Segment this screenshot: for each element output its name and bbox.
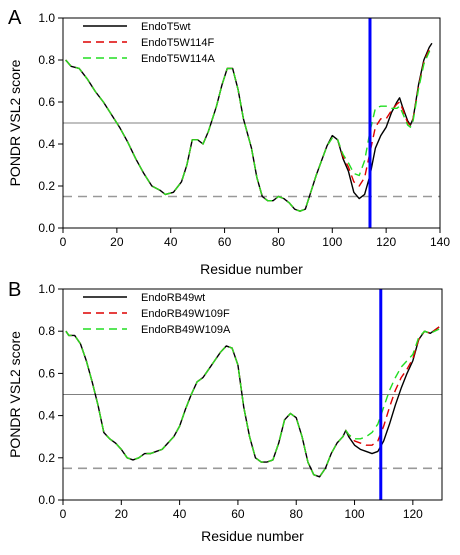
x-tick-label: 0: [60, 507, 67, 521]
x-tick-label: 60: [218, 235, 232, 249]
series-line-EndoT5W114A: [65, 50, 432, 212]
legend-label: EndoT5wt: [141, 21, 191, 33]
x-tick-label: 0: [60, 235, 67, 249]
series-line-EndoRB49W109F: [65, 326, 440, 478]
x-tick-label: 80: [272, 235, 286, 249]
y-tick-label: 0.0: [38, 221, 55, 235]
legend: EndoT5wt EndoT5W114F EndoT5W114A: [83, 21, 215, 65]
y-tick-label: 0.4: [38, 409, 55, 423]
legend-label: EndoRB49W109A: [141, 324, 231, 336]
panel-label: A: [8, 7, 22, 29]
legend-label: EndoRB49W109F: [141, 308, 230, 320]
legend-label: EndoT5W114F: [141, 37, 214, 49]
legend-label: EndoT5W114A: [141, 53, 215, 65]
x-tick-label: 60: [231, 507, 245, 521]
x-tick-label: 40: [164, 235, 178, 249]
plot-frame: [62, 288, 443, 501]
series-line-EndoRB49W109A: [65, 328, 440, 478]
x-tick-label: 80: [290, 507, 304, 521]
legend-label: EndoRB49wt: [141, 292, 205, 304]
y-tick-label: 0.8: [38, 53, 55, 67]
panel-label: B: [8, 279, 21, 301]
x-axis-title: Residue number: [200, 261, 303, 277]
y-axis-title: PONDR VSL2 score: [7, 331, 23, 458]
y-tick-label: 1.0: [38, 282, 55, 296]
x-tick-label: 20: [115, 507, 129, 521]
x-tick-label: 120: [403, 507, 423, 521]
panel-a: A 0 20 40 60 80 100 120 140 0.0 0.2 0.4 0.6 0.8 1.0 Res…: [7, 7, 450, 277]
y-tick-label: 1.0: [38, 11, 55, 25]
x-tick-label: 40: [173, 507, 187, 521]
y-axis-title: PONDR VSL2 score: [7, 59, 23, 186]
y-tick-label: 0.2: [38, 179, 55, 193]
y-tick-label: 0.6: [38, 366, 55, 380]
x-tick-label: 100: [322, 235, 342, 249]
y-tick-label: 0.6: [38, 95, 55, 109]
series-line-EndoT5wt: [65, 42, 433, 212]
x-tick-label: 20: [110, 235, 124, 249]
series-line-EndoRB49wt: [65, 326, 440, 478]
y-tick-label: 0.0: [38, 493, 55, 507]
y-tick-label: 0.2: [38, 451, 55, 465]
x-axis-title: Residue number: [201, 528, 304, 544]
plot-frame: [62, 17, 441, 229]
x-tick-label: 140: [430, 235, 450, 249]
legend: EndoRB49wt EndoRB49W109F EndoRB49W109A: [83, 292, 231, 336]
panel-b: B 0 20 40 60 80 100 120 0.0 0.2 0.4 0.6 0.8 1.0 Residu…: [7, 279, 443, 544]
y-tick-label: 0.8: [38, 324, 55, 338]
y-tick-label: 0.4: [38, 137, 55, 151]
x-tick-label: 100: [345, 507, 365, 521]
x-tick-label: 120: [376, 235, 396, 249]
